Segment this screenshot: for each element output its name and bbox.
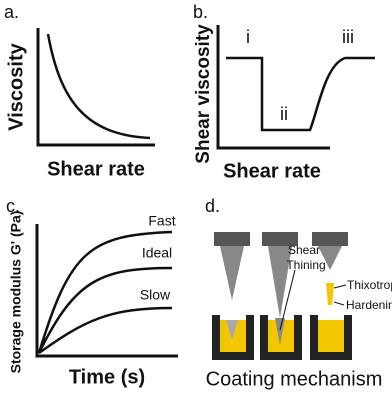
annotation: Thixotropy [347,278,392,292]
x-axis-title: Shear rate [223,160,321,182]
region-label: ii [280,104,288,124]
axes [35,224,178,358]
caption: Coating mechanism [206,368,383,390]
axes [36,28,155,147]
curve [37,230,173,354]
panel-label: b. [193,2,208,22]
region-label: iii [342,27,354,47]
y-axis-title: Viscosity [5,42,27,130]
panel-label: c. [6,196,20,216]
y-axis-title: Shear viscosity [193,24,214,164]
curve-label: Ideal [142,245,172,261]
nozzle-schematics [212,232,352,360]
curve [46,33,151,140]
curve [37,266,173,354]
curve-label: Fast [148,213,175,229]
curve [38,306,173,355]
annotation: Shear [288,243,320,257]
curve [226,56,375,132]
region-label: i [246,27,250,47]
x-axis-title: Shear rate [47,158,145,180]
panel-label: d. [205,196,220,216]
y-axis-title: Storage modulus G' (Pa) [8,211,24,374]
annotation: Thining [286,258,325,272]
curve-label: Slow [140,287,171,303]
annotation: Hardening [346,298,392,312]
axes [216,25,330,150]
panel-label: a. [4,2,19,22]
x-axis-title: Time (s) [69,366,145,388]
